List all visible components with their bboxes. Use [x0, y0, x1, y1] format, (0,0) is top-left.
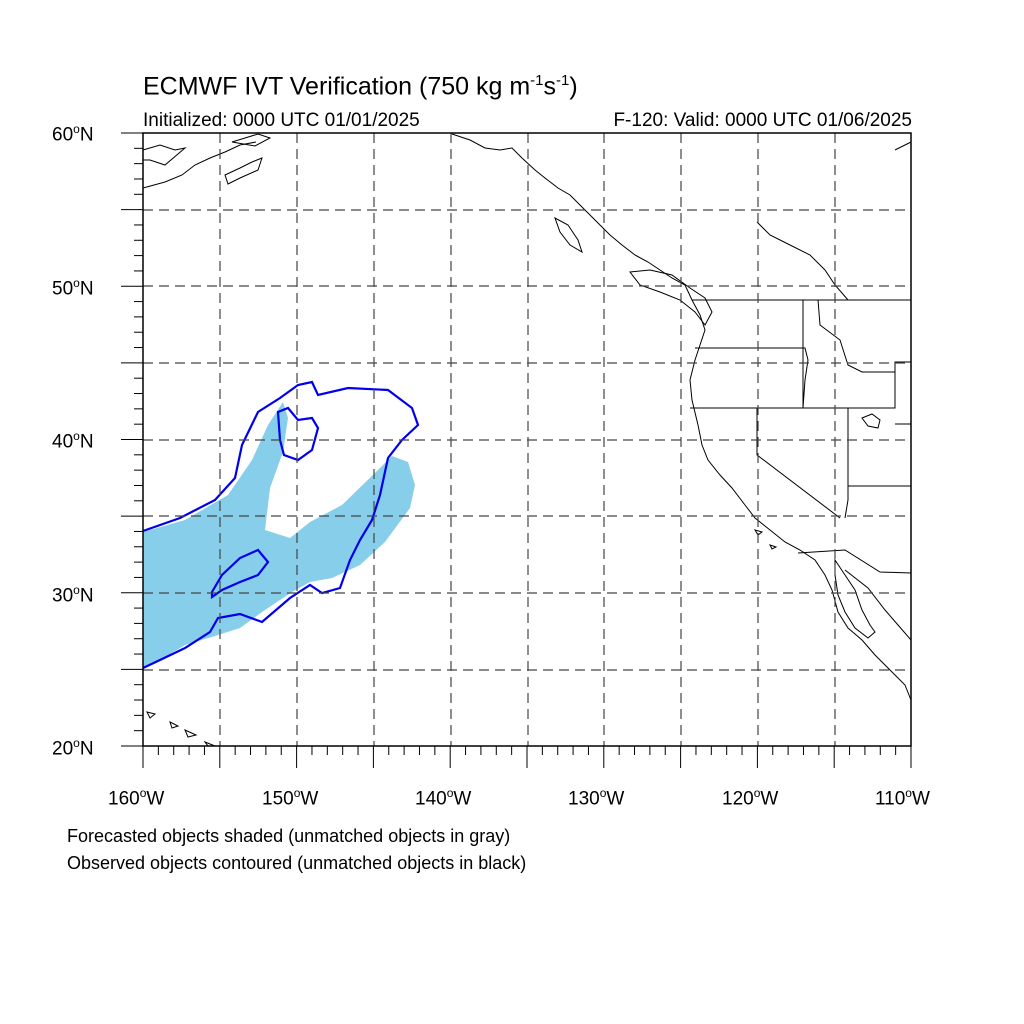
lon-label-140w: 140oW: [415, 786, 472, 810]
lat-label-50: 50oN: [52, 276, 94, 300]
coastlines: [142, 133, 912, 747]
observed-object-inner: [276, 406, 320, 462]
state-boundaries: [690, 221, 912, 574]
graticule: [143, 133, 911, 746]
forecast-object: [143, 402, 415, 668]
axis-ticks: [121, 132, 912, 768]
observed-object-outer: [142, 380, 420, 669]
observed-legend-note: Observed objects contoured (unmatched ob…: [67, 853, 527, 873]
lat-label-30: 30oN: [52, 583, 94, 607]
valid-time: F-120: Valid: 0000 UTC 01/06/2025: [613, 110, 912, 131]
lat-label-40: 40oN: [52, 429, 94, 453]
map-title: ECMWF IVT Verification (750 kg m-1s-1): [143, 72, 578, 101]
lon-label-160w: 160oW: [108, 786, 165, 810]
initialized-time: Initialized: 0000 UTC 01/01/2025: [143, 110, 420, 131]
lon-label-150w: 150oW: [262, 786, 319, 810]
lat-label-20: 20oN: [52, 736, 94, 760]
lat-label-60: 60oN: [52, 122, 94, 146]
forecast-legend-note: Forecasted objects shaded (unmatched obj…: [67, 826, 511, 846]
lon-label-110w: 110oW: [875, 786, 930, 810]
lon-label-120w: 120oW: [722, 786, 779, 810]
lon-label-130w: 130oW: [568, 786, 625, 810]
